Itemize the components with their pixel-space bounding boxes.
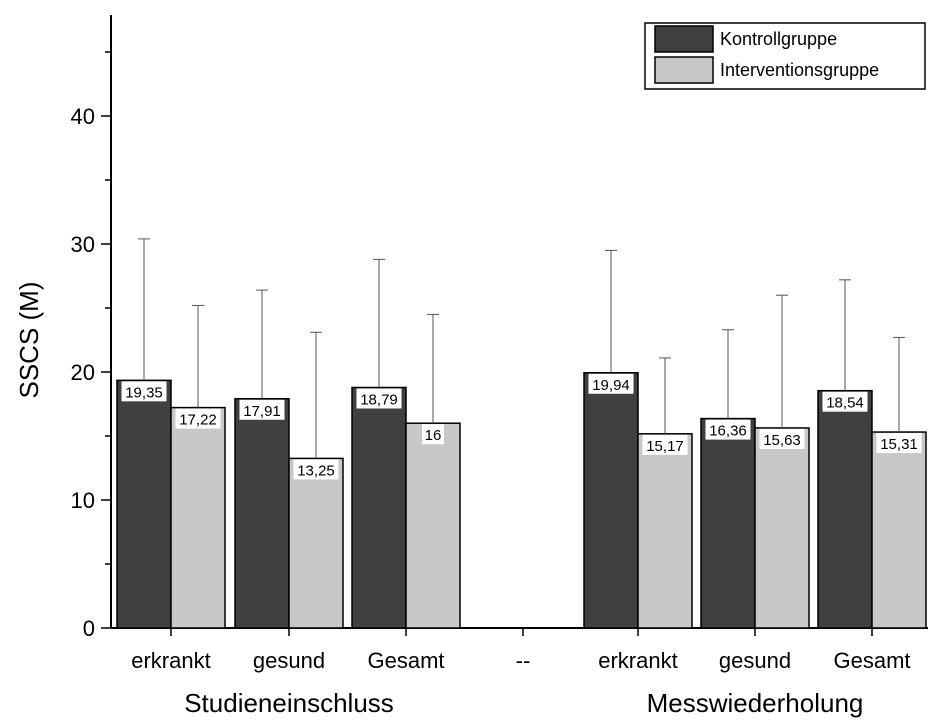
x-tick-label: gesund (719, 648, 791, 673)
data-label-box (588, 373, 634, 394)
y-tick-label: 20 (71, 360, 95, 385)
legend-swatch (654, 25, 714, 53)
bar (234, 398, 290, 629)
data-label-box (239, 399, 285, 420)
data-label: 15,31 (880, 436, 918, 453)
bar (170, 406, 226, 629)
data-label: 19,35 (125, 384, 163, 401)
x-tick-label: erkrankt (598, 648, 677, 673)
y-tick-label: 0 (83, 616, 95, 641)
x-tick-label: Gesamt (833, 648, 910, 673)
bar (288, 457, 344, 629)
bar (817, 389, 873, 629)
bar (405, 422, 461, 629)
group-label: Messwiederholung (647, 688, 864, 718)
x-tick-label: Gesamt (367, 648, 444, 673)
legend-swatch (654, 56, 714, 84)
data-label: 18,79 (360, 391, 398, 408)
data-label-box (705, 419, 751, 440)
bar (871, 431, 927, 629)
data-label-box (822, 391, 868, 412)
data-label: 13,25 (297, 462, 335, 479)
legend-label: Interventionsgruppe (720, 60, 879, 80)
data-label-box (876, 433, 922, 454)
x-tick-label: gesund (253, 648, 325, 673)
y-tick-label: 10 (71, 488, 95, 513)
data-label: 19,94 (592, 377, 630, 394)
x-tick-label: erkrankt (131, 648, 210, 673)
data-label-box (175, 408, 221, 429)
data-label: 16,36 (709, 423, 747, 440)
bar (351, 386, 407, 629)
y-tick-label: 30 (71, 232, 95, 257)
data-label-box (422, 424, 444, 445)
y-tick-label: 40 (71, 104, 95, 129)
data-label: 17,22 (179, 412, 217, 429)
data-label: 15,17 (646, 438, 684, 455)
bar (754, 427, 810, 629)
bar (116, 379, 172, 629)
data-label: 17,91 (243, 403, 281, 420)
data-label-box (293, 459, 339, 480)
data-label-box (121, 381, 167, 402)
x-tick-label: -- (516, 648, 531, 673)
y-axis-title: SSCS (M) (14, 282, 44, 399)
data-label: 15,63 (763, 432, 801, 449)
data-label: 16 (425, 427, 442, 444)
group-label: Studieneinschluss (184, 688, 394, 718)
data-label: 18,54 (826, 395, 864, 412)
data-label-box (642, 434, 688, 455)
bar (637, 433, 693, 629)
data-label-box (356, 388, 402, 409)
bar (700, 417, 756, 629)
data-label-box (759, 428, 805, 449)
bar (583, 372, 639, 629)
legend-label: Kontrollgruppe (720, 29, 837, 49)
